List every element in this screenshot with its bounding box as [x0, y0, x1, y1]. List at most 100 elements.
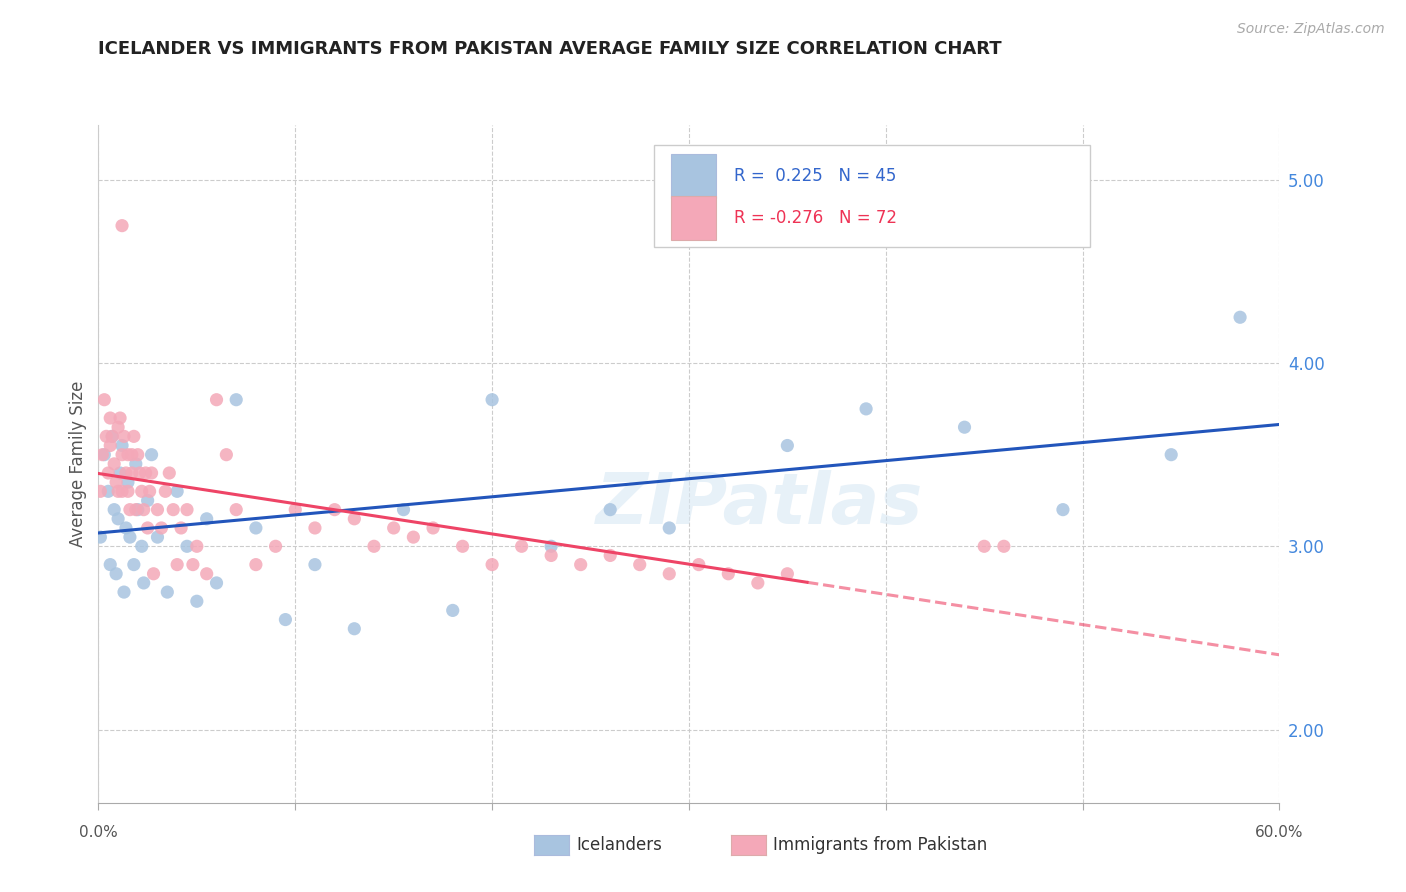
Text: ZIPatlas: ZIPatlas: [596, 470, 924, 539]
Point: [105, 475, 128, 490]
Point: [93, 448, 115, 462]
Point: [150, 521, 173, 535]
Point: [245, 521, 267, 535]
Point: [569, 558, 592, 572]
Point: [176, 502, 198, 516]
Point: [186, 539, 208, 553]
Point: [953, 420, 976, 434]
Point: [157, 466, 180, 480]
Point: [264, 539, 287, 553]
Point: [717, 566, 740, 581]
Point: [688, 558, 710, 572]
Point: [245, 558, 267, 572]
Point: [422, 521, 444, 535]
Y-axis label: Average Family Size: Average Family Size: [69, 381, 87, 547]
Point: [127, 502, 149, 516]
Point: [658, 566, 681, 581]
Point: [156, 585, 179, 599]
Point: [135, 466, 157, 480]
Point: [107, 420, 129, 434]
Point: [89, 484, 111, 499]
Point: [91, 448, 114, 462]
Point: [103, 457, 125, 471]
Point: [481, 558, 503, 572]
Point: [225, 502, 247, 516]
Text: Source: ZipAtlas.com: Source: ZipAtlas.com: [1237, 22, 1385, 37]
Point: [141, 448, 163, 462]
Point: [540, 539, 562, 553]
Point: [122, 429, 145, 443]
Point: [284, 502, 307, 516]
Point: [125, 457, 148, 471]
Point: [121, 466, 143, 480]
Point: [118, 502, 141, 516]
Point: [747, 576, 769, 591]
Point: [146, 530, 169, 544]
Point: [776, 566, 799, 581]
Point: [121, 448, 143, 462]
Point: [166, 484, 188, 499]
Point: [170, 521, 193, 535]
Text: ICELANDER VS IMMIGRANTS FROM PAKISTAN AVERAGE FAMILY SIZE CORRELATION CHART: ICELANDER VS IMMIGRANTS FROM PAKISTAN AV…: [98, 40, 1002, 58]
Point: [136, 521, 159, 535]
Text: R =  0.225   N = 45: R = 0.225 N = 45: [734, 167, 896, 185]
Point: [108, 466, 131, 480]
Point: [93, 392, 115, 407]
Point: [181, 558, 204, 572]
Point: [138, 484, 160, 499]
Point: [658, 521, 681, 535]
Point: [855, 401, 877, 416]
Point: [118, 530, 141, 544]
Point: [382, 521, 405, 535]
FancyBboxPatch shape: [654, 145, 1091, 247]
Point: [402, 530, 425, 544]
Point: [111, 438, 134, 452]
Point: [392, 502, 415, 516]
Point: [205, 576, 228, 591]
Point: [195, 566, 218, 581]
Point: [115, 466, 138, 480]
Point: [96, 429, 118, 443]
Point: [205, 392, 228, 407]
Point: [108, 411, 131, 425]
Point: [441, 603, 464, 617]
Text: 0.0%: 0.0%: [79, 825, 118, 840]
Point: [540, 549, 562, 563]
Point: [142, 566, 165, 581]
Point: [131, 484, 153, 499]
Point: [111, 219, 134, 233]
Point: [125, 502, 148, 516]
Point: [115, 521, 138, 535]
Point: [97, 466, 120, 480]
Point: [146, 502, 169, 516]
Point: [89, 530, 111, 544]
Point: [112, 585, 135, 599]
FancyBboxPatch shape: [671, 153, 716, 198]
Point: [628, 558, 651, 572]
Point: [117, 475, 139, 490]
Point: [215, 448, 238, 462]
Point: [510, 539, 533, 553]
Point: [131, 539, 153, 553]
Point: [343, 622, 366, 636]
Text: Icelanders: Icelanders: [576, 836, 662, 854]
Point: [111, 448, 134, 462]
Point: [481, 392, 503, 407]
Point: [363, 539, 385, 553]
Point: [1052, 502, 1074, 516]
Point: [103, 502, 125, 516]
Point: [176, 539, 198, 553]
Point: [132, 576, 155, 591]
Text: R = -0.276   N = 72: R = -0.276 N = 72: [734, 210, 897, 227]
Point: [117, 448, 139, 462]
Point: [97, 484, 120, 499]
Point: [98, 411, 121, 425]
Point: [162, 502, 184, 516]
Point: [132, 502, 155, 516]
Point: [107, 512, 129, 526]
Point: [141, 466, 163, 480]
Point: [599, 502, 621, 516]
Point: [186, 594, 208, 608]
Point: [195, 512, 218, 526]
Point: [776, 438, 799, 452]
